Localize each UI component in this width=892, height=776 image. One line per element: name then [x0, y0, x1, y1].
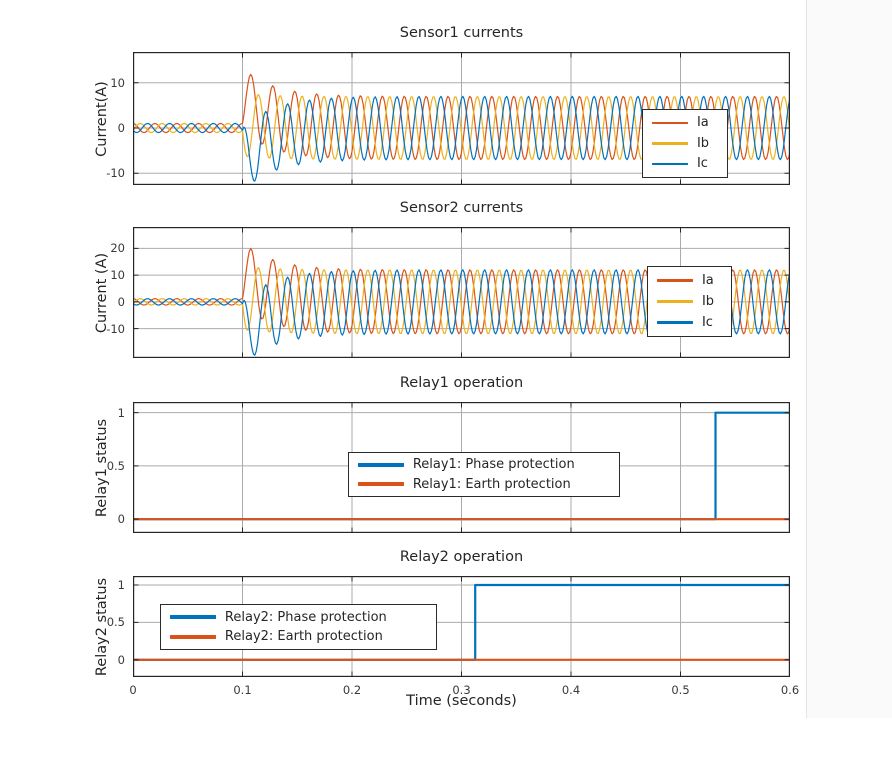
legend-entry-label: Relay1: Earth protection [412, 476, 571, 492]
plot-area [133, 402, 790, 533]
legend-entry-label: Relay1: Phase protection [412, 457, 575, 473]
y-tick-label: 0.5 [106, 615, 125, 630]
legend-entry-label: Ic [701, 314, 713, 330]
y-tick-label: 0 [117, 121, 125, 135]
legend-entry: Ib [643, 136, 727, 151]
legend-line-sample [656, 279, 693, 282]
x-tick-label: 0 [129, 683, 137, 697]
legend-line-sample [651, 142, 688, 145]
y-tick-label: 20 [110, 241, 125, 256]
axes-border [133, 402, 790, 533]
legend-entry: Ia [643, 115, 727, 130]
legend-line-sample [651, 121, 688, 125]
legend-entry-label: Ic [696, 156, 708, 172]
y-tick-label: 0 [117, 652, 125, 667]
legend-line-sample [651, 162, 688, 166]
y-axis-label: Current(A) [94, 80, 110, 157]
legend-entry: Ib [648, 294, 731, 309]
y-tick-label: -10 [106, 321, 125, 336]
y-tick-label: 0 [117, 294, 125, 309]
figure-right-margin [806, 0, 892, 718]
legend: Relay1: Phase protection Relay1: Earth pr… [347, 452, 620, 497]
legend-line-sample [656, 300, 693, 303]
legend-entry-label: Ia [696, 115, 709, 131]
legend-entry: Relay2: Phase protection [161, 610, 436, 625]
legend-line-sample [357, 462, 404, 467]
x-tick-label: 0.2 [342, 683, 362, 697]
y-tick-label: 1 [117, 405, 125, 420]
legend-entry-label: Ib [701, 293, 715, 309]
x-tick-label: 0.6 [780, 683, 800, 697]
x-tick-label: 0.1 [233, 683, 252, 697]
legend-entry: Ia [648, 273, 731, 288]
subplot-title: Sensor2 currents [399, 200, 524, 216]
legend: Ia Ib Ic [641, 109, 728, 178]
legend-entry: Relay2: Earth protection [161, 629, 436, 644]
legend-entry-label: Ia [701, 272, 714, 288]
subplot-title: Relay2 operation [399, 549, 524, 565]
legend: Ia Ib Ic [646, 265, 732, 337]
legend-line-sample [656, 321, 693, 324]
legend-line-sample [169, 634, 216, 639]
series-ic [133, 95, 790, 182]
subplot-title: Relay1 operation [399, 375, 524, 391]
plot-area [133, 576, 790, 677]
y-tick-label: 0.5 [106, 458, 125, 473]
legend-line-sample [169, 615, 216, 620]
x-tick-label: 0.4 [561, 683, 581, 697]
legend: Relay2: Phase protection Relay2: Earth pr… [159, 603, 437, 650]
x-tick-label: 0.5 [671, 683, 690, 697]
y-tick-label: 10 [110, 268, 125, 283]
legend-entry-label: Ib [696, 135, 710, 151]
y-tick-label: -10 [106, 166, 125, 181]
legend-entry: Ic [648, 315, 731, 330]
x-tick-label: 0.3 [452, 683, 471, 697]
legend-line-sample [357, 482, 404, 487]
axes-border [133, 52, 790, 185]
y-tick-label: 1 [117, 577, 125, 592]
axes-border [133, 227, 790, 358]
legend-entry: Relay1: Earth protection [349, 477, 619, 492]
legend-entry: Relay1: Phase protection [349, 457, 619, 472]
legend-entry-label: Relay2: Phase protection [224, 609, 387, 625]
x-axis-label: Time (seconds) [406, 693, 517, 709]
legend-entry: Ic [643, 156, 727, 171]
y-tick-label: 0 [117, 512, 125, 527]
subplot-title: Sensor1 currents [399, 25, 524, 41]
y-tick-label: 10 [110, 75, 125, 90]
axes-border [133, 576, 790, 677]
legend-entry-label: Relay2: Earth protection [224, 629, 383, 645]
